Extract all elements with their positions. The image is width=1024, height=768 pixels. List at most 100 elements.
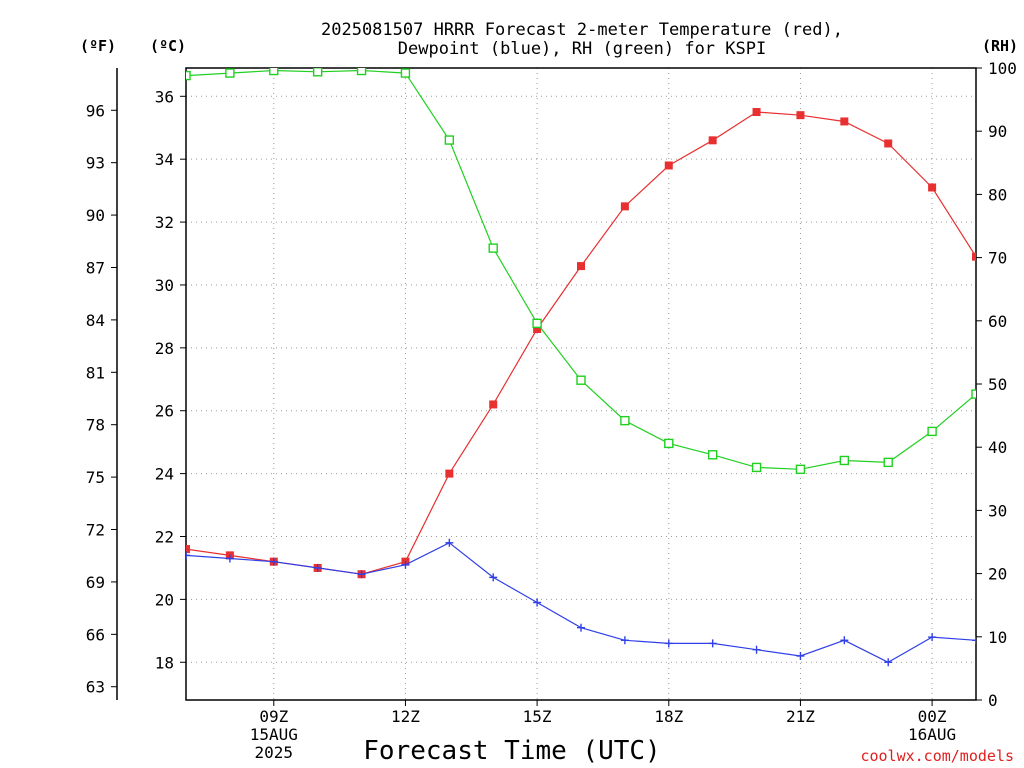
rh-point [883,457,893,468]
celsius-tick-label: 28 [155,339,174,358]
temperature-point [752,108,761,117]
fahrenheit-tick-label: 78 [86,416,105,435]
x-tick-label: 15Z [523,707,552,726]
series-temperature [186,108,976,579]
dewpoint-point [313,563,322,572]
temperature-point [972,252,976,261]
rh-point [751,462,762,473]
temperature-point [796,111,805,120]
fahrenheit-tick-label: 81 [86,363,105,382]
dewpoint-point [620,636,629,645]
x-axis-title: Forecast Time (UTC) [363,736,660,766]
celsius-tick-label: 20 [155,590,174,609]
x-tick-label: 12Z [391,707,420,726]
fahrenheit-tick-label: 84 [86,311,105,330]
celsius-tick-label: 34 [155,150,174,169]
rh-point [488,243,498,253]
credit-link[interactable]: coolwx.com/models [860,747,1014,765]
fahrenheit-tick-label: 75 [86,468,105,487]
series-group [186,68,976,667]
dewpoint-point [928,633,937,642]
rh-tick-label: 90 [988,122,1007,141]
dewpoint-point [357,570,366,579]
series-dewpoint [186,538,976,667]
temperature-point [533,324,542,333]
dewpoint-point [577,623,585,632]
grid-lines [186,68,976,700]
fahrenheit-unit-label: (ºF) [80,37,116,55]
rh-point [400,68,411,78]
temperature-point [577,262,585,271]
rh-tick-label: 70 [988,249,1007,268]
dewpoint-point [664,639,673,648]
rh-point [532,318,542,329]
dewpoint-point [186,551,190,560]
rh-point [444,135,455,145]
dewpoint-point [489,573,498,582]
fahrenheit-tick-label: 90 [86,206,105,225]
rh-point [664,438,674,449]
celsius-tick-label: 32 [155,213,174,232]
rh-point [356,68,367,76]
temperature-point [840,117,849,126]
rh-tick-label: 0 [988,691,998,710]
rh-tick-label: 50 [988,375,1007,394]
rh-tick-label: 100 [988,59,1017,78]
temperature-point [620,202,629,211]
series-rh [186,68,976,475]
x-tick-label: 21Z [786,707,815,726]
temperature-point [708,136,717,145]
dewpoint-point [884,658,893,667]
axes: 63 66 69 72 75 78 81 84 87 90 93 96 18 20 22 24 26 28 30 32… [86,59,1017,762]
celsius-unit-label: (ºC) [150,37,186,55]
fahrenheit-tick-label: 63 [86,678,105,697]
x-tick-label: 16AUG [908,725,956,744]
dewpoint-point [796,651,805,660]
celsius-tick-label: 18 [155,653,174,672]
dewpoint-point [972,636,976,645]
dewpoint-point [708,639,717,648]
temperature-point [664,161,673,170]
dewpoint-point [269,557,278,566]
celsius-tick-label: 30 [155,276,174,295]
rh-tick-label: 20 [988,565,1007,584]
rh-point [312,68,323,77]
celsius-tick-label: 24 [155,465,174,484]
fahrenheit-tick-label: 87 [86,258,105,277]
celsius-tick-label: 36 [155,87,174,106]
temperature-line [186,111,976,575]
temperature-point [928,183,937,192]
temperature-point [489,400,498,409]
dewpoint-point [840,636,849,645]
celsius-tick-label: 22 [155,527,174,546]
rh-tick-label: 80 [988,185,1007,204]
x-tick-label: 15AUG [250,725,298,744]
rh-point [795,464,806,475]
temperature-point [186,545,190,554]
rh-tick-label: 60 [988,312,1007,331]
x-tick-label: 09Z [259,707,288,726]
rh-point [269,68,279,76]
rh-tick-label: 30 [988,501,1007,520]
dewpoint-point [752,645,761,654]
rh-point [225,68,235,78]
celsius-tick-label: 26 [155,402,174,421]
chart-subtitle: Dewpoint (blue), RH (green) for KSPI [398,39,766,59]
dewpoint-line [186,542,976,663]
dewpoint-point [401,560,410,569]
dewpoint-point [445,538,454,547]
rh-point [186,70,191,81]
temperature-point [445,469,454,478]
rh-tick-label: 10 [988,628,1007,647]
rh-unit-label: (RH) [982,37,1018,55]
rh-tick-label: 40 [988,438,1007,457]
rh-point [971,389,976,399]
dewpoint-point [533,598,542,607]
fahrenheit-tick-label: 93 [86,154,105,173]
x-tick-label: 2025 [255,743,294,762]
x-tick-label: 18Z [654,707,683,726]
fahrenheit-tick-label: 96 [86,101,105,120]
rh-point [839,455,850,466]
x-tick-label: 00Z [918,707,947,726]
